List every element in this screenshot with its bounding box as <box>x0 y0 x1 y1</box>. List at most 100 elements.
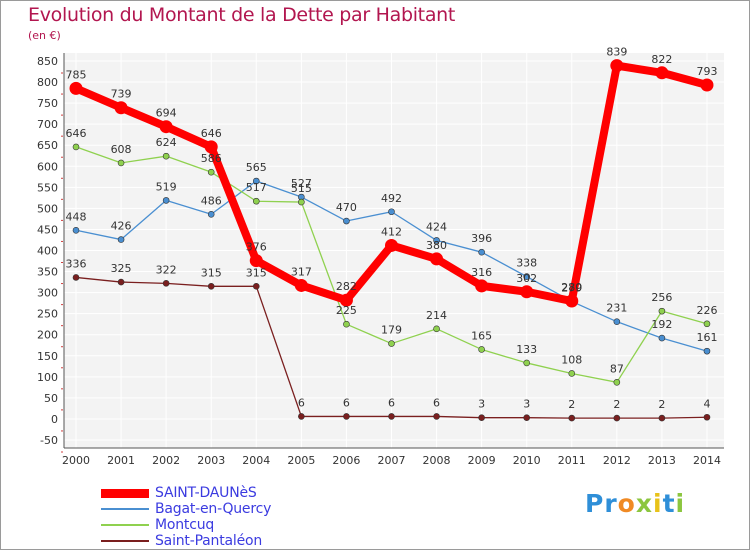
data-label-2: 133 <box>516 343 537 356</box>
data-label-1: 519 <box>156 180 177 193</box>
data-label-0: 412 <box>381 225 402 238</box>
data-label-3: 325 <box>111 262 132 275</box>
data-label-1: 192 <box>651 318 672 331</box>
x-tick-label: 2002 <box>152 454 180 467</box>
x-tick-label: 2009 <box>468 454 496 467</box>
x-tick-label: 2000 <box>62 454 90 467</box>
legend-swatch <box>101 508 149 510</box>
data-point-2 <box>72 143 80 151</box>
data-point-2 <box>162 152 170 160</box>
data-point-1 <box>478 248 485 256</box>
data-point-2 <box>207 168 215 176</box>
data-point-1 <box>72 226 80 234</box>
data-label-1: 231 <box>606 302 627 315</box>
data-label-0: 822 <box>651 53 672 66</box>
proxiti-logo: Proxiti <box>585 489 685 518</box>
data-point-0 <box>520 285 534 299</box>
y-tick-label: 550 <box>37 181 58 194</box>
data-label-2: 517 <box>246 181 267 194</box>
data-point-1 <box>162 197 170 204</box>
x-tick-label: 2001 <box>107 454 135 467</box>
legend-label: SAINT-DAUNèS <box>155 485 257 501</box>
logo-letter: r <box>604 489 618 518</box>
data-label-2: 226 <box>696 304 717 317</box>
data-label-1: 161 <box>696 331 717 344</box>
data-label-2: 87 <box>610 362 624 375</box>
data-point-2 <box>252 197 260 205</box>
y-tick-label: 150 <box>37 350 58 363</box>
data-point-3 <box>162 280 170 287</box>
legend-label: Bagat-en-Quercy <box>155 501 272 517</box>
x-tick-label: 2004 <box>242 454 270 467</box>
data-label-0: 316 <box>471 266 492 279</box>
data-point-0 <box>339 293 353 307</box>
data-point-3 <box>613 414 621 422</box>
data-label-3: 3 <box>523 398 530 411</box>
data-point-0 <box>159 120 173 134</box>
data-point-0 <box>430 252 444 266</box>
data-label-0: 839 <box>606 46 627 59</box>
logo-letter: o <box>617 489 636 518</box>
data-point-0 <box>655 66 669 80</box>
y-tick-label: 300 <box>37 287 58 300</box>
data-point-1 <box>658 334 666 342</box>
y-tick-label: 0 <box>51 413 58 426</box>
data-point-3 <box>703 413 711 421</box>
data-point-0 <box>565 294 579 308</box>
data-point-1 <box>613 318 621 325</box>
data-label-3: 2 <box>568 398 575 411</box>
x-tick-label: 2010 <box>513 454 541 467</box>
data-label-3: 322 <box>156 263 177 276</box>
data-label-3: 3 <box>478 398 485 411</box>
chart-title: Evolution du Montant de la Dette par Hab… <box>28 4 456 26</box>
legend-swatch <box>101 540 149 542</box>
logo-letter: P <box>585 489 605 518</box>
y-tick-label: 250 <box>37 308 58 321</box>
data-label-2: 214 <box>426 309 447 322</box>
data-point-0 <box>114 101 128 115</box>
data-label-0: 302 <box>516 272 537 285</box>
data-point-3 <box>478 414 485 421</box>
data-label-3: 315 <box>201 266 222 279</box>
data-label-2: 608 <box>111 143 132 156</box>
y-tick-label: 200 <box>37 329 58 342</box>
data-label-1: 424 <box>426 220 447 233</box>
data-point-2 <box>388 340 395 347</box>
data-label-3: 6 <box>388 396 395 409</box>
data-point-3 <box>117 278 125 286</box>
legend-item: SAINT-DAUNèS <box>101 485 271 501</box>
data-label-2: 108 <box>561 353 582 366</box>
y-tick-label: 450 <box>37 223 58 236</box>
x-tick-label: 2013 <box>648 454 676 467</box>
logo-letter: x <box>635 489 653 518</box>
x-tick-label: 2005 <box>287 454 315 467</box>
x-tick-label: 2012 <box>603 454 631 467</box>
y-tick-label: 800 <box>37 76 58 89</box>
data-point-2 <box>343 320 350 328</box>
data-point-0 <box>204 140 218 154</box>
legend-item: Bagat-en-Quercy <box>101 501 271 517</box>
data-point-3 <box>523 414 531 421</box>
data-label-2: 179 <box>381 324 402 337</box>
y-tick-label: 850 <box>37 55 58 68</box>
data-label-0: 785 <box>66 68 87 81</box>
legend-label: Montcuq <box>155 517 215 533</box>
data-point-0 <box>610 59 624 73</box>
data-point-3 <box>568 414 576 422</box>
data-point-3 <box>252 282 260 290</box>
data-point-1 <box>388 208 395 216</box>
data-point-0 <box>69 81 83 95</box>
data-label-0: 739 <box>111 88 132 101</box>
data-label-2: 646 <box>66 127 87 140</box>
data-label-2: 256 <box>651 291 672 304</box>
x-tick-label: 2011 <box>558 454 586 467</box>
y-tick-label: 600 <box>37 160 58 173</box>
data-label-1: 470 <box>336 201 357 214</box>
data-point-2 <box>433 325 440 333</box>
data-label-0: 317 <box>291 265 312 278</box>
legend-swatch <box>101 488 149 498</box>
data-label-0: 793 <box>696 65 717 78</box>
data-label-3: 6 <box>433 396 440 409</box>
